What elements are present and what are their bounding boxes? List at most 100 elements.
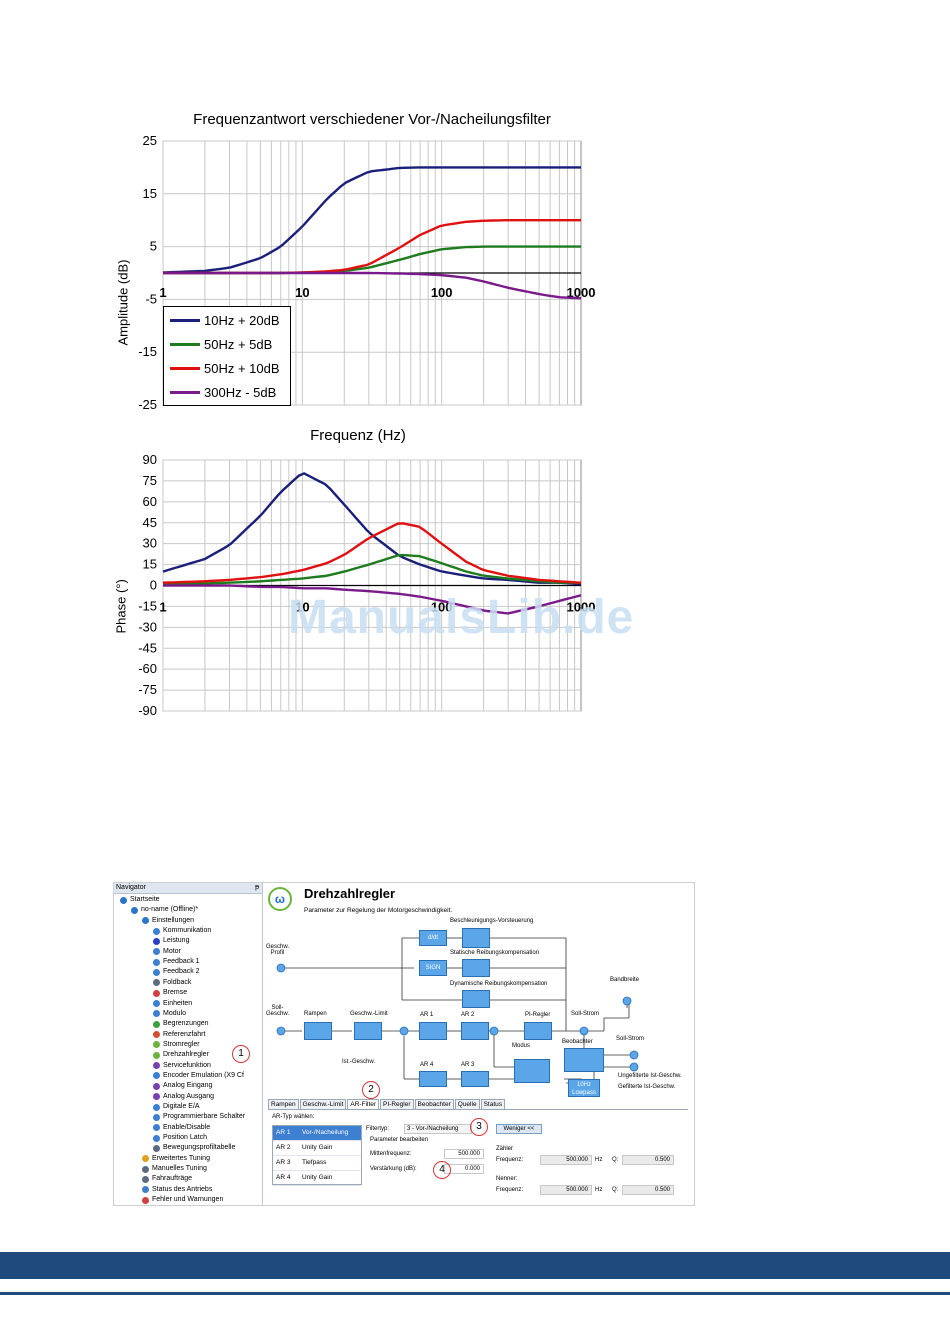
- legend-swatch-2: [170, 342, 200, 346]
- x-tick-label: 100: [431, 285, 453, 300]
- nav-item[interactable]: Fahraufträge: [142, 1174, 192, 1184]
- nav-item[interactable]: no-name (Offline)*: [131, 905, 198, 915]
- callout-3: 3: [470, 1118, 488, 1136]
- tab-limit[interactable]: Geschw.-Limit: [299, 1099, 347, 1109]
- nav-item[interactable]: Encoder Emulation (X9 Cf: [153, 1071, 244, 1081]
- nav-item[interactable]: Leistung: [153, 936, 189, 946]
- series-line: [162, 553, 581, 586]
- block-ddt[interactable]: d/dt: [419, 930, 447, 946]
- nav-item-icon: [153, 1072, 160, 1080]
- block-dynamisch[interactable]: [462, 990, 490, 1008]
- block-pi[interactable]: [524, 1022, 552, 1040]
- tab-ar-filter[interactable]: AR-Filter: [347, 1099, 380, 1109]
- weniger-button[interactable]: Weniger <<: [496, 1124, 542, 1134]
- amplitude-chart-title: Frequenzantwort verschiedener Vor-/Nache…: [193, 111, 551, 128]
- y-tick-label: -45: [138, 640, 157, 655]
- nav-item[interactable]: Startseite: [120, 895, 160, 905]
- block-beschleunigung[interactable]: [462, 928, 490, 948]
- label-soll-strom-top: Soll-Strom: [571, 1011, 600, 1017]
- ar-row[interactable]: AR 1 Vor-/Nacheilung: [273, 1126, 361, 1141]
- nav-item[interactable]: Modulo: [153, 1009, 186, 1019]
- label-rampen: Rampen: [304, 1011, 327, 1017]
- block-ar1[interactable]: [419, 1022, 447, 1040]
- nav-item[interactable]: Fehler und Warnungen: [142, 1195, 223, 1205]
- nav-item-label: Fahraufträge: [152, 1175, 193, 1183]
- nav-item[interactable]: Programmierbare Schalter: [153, 1112, 245, 1122]
- tab-pi-regler[interactable]: PI-Regler: [380, 1099, 414, 1109]
- nav-item[interactable]: Stromregler: [153, 1040, 200, 1050]
- page-subtitle: Parameter zur Regelung der Motorgeschwin…: [304, 907, 453, 914]
- block-ar2[interactable]: [461, 1022, 489, 1040]
- block-statisch[interactable]: [462, 959, 490, 977]
- y-tick-label: 25: [143, 133, 157, 148]
- nav-item-icon: [153, 1041, 160, 1049]
- block-sum[interactable]: [514, 1059, 550, 1083]
- tab-quelle[interactable]: Quelle: [454, 1099, 480, 1109]
- y-tick-label: 15: [143, 557, 157, 572]
- mittenfreq-field[interactable]: 500.000: [444, 1149, 484, 1159]
- nav-item[interactable]: Servicefunktion: [153, 1061, 211, 1071]
- block-ar3[interactable]: [461, 1071, 489, 1087]
- ar-row[interactable]: AR 4 Unity Gain: [273, 1171, 361, 1186]
- watermark: ManualsLib.de: [288, 591, 635, 644]
- nav-item[interactable]: Enable/Disable: [153, 1123, 210, 1133]
- y-tick-label: 90: [143, 452, 157, 467]
- nenner-q-field[interactable]: 0.500: [622, 1185, 674, 1195]
- nav-item[interactable]: Drehzahlregler: [153, 1050, 209, 1060]
- nav-item-label: Motor: [163, 947, 181, 955]
- nav-item[interactable]: Digitale E/A: [153, 1102, 200, 1112]
- zaehler-q-field[interactable]: 0.500: [622, 1155, 674, 1165]
- y-tick-label: 0: [150, 578, 157, 593]
- block-ar4[interactable]: [419, 1071, 447, 1087]
- nav-item[interactable]: Erweitertes Tuning: [142, 1154, 210, 1164]
- nav-item[interactable]: Status des Antriebs: [142, 1185, 212, 1195]
- nav-item[interactable]: Referenzfahrt: [153, 1030, 205, 1040]
- y-tick-label: 30: [143, 536, 157, 551]
- block-lowpass[interactable]: 10Hz Lowpass: [568, 1079, 600, 1097]
- ar-type: Unity Gain: [302, 1174, 333, 1181]
- nav-item[interactable]: Kommunikation: [153, 926, 211, 936]
- ar-row[interactable]: AR 2 Unity Gain: [273, 1141, 361, 1156]
- block-limit[interactable]: [354, 1022, 382, 1040]
- nav-item[interactable]: Position Latch: [153, 1133, 207, 1143]
- label-ar3: AR 3: [461, 1062, 475, 1068]
- nav-item[interactable]: Einstellungen: [142, 916, 194, 926]
- label-beobachter: Beobachter: [562, 1039, 593, 1045]
- nav-item[interactable]: Analog Ausgang: [153, 1092, 214, 1102]
- block-beobachter[interactable]: [564, 1048, 604, 1072]
- nav-item[interactable]: Einheiten: [153, 999, 192, 1009]
- nav-item[interactable]: Foldback: [153, 978, 191, 988]
- nav-item-icon: [153, 1000, 160, 1007]
- main-panel: ω Drehzahlregler Parameter zur Regelung …: [264, 883, 694, 1205]
- footer-line: [0, 1292, 950, 1295]
- nav-item[interactable]: Feedback 2: [153, 967, 200, 977]
- nav-item[interactable]: Feedback 1: [153, 957, 200, 967]
- nav-item[interactable]: Bewegungsprofiltabelle: [153, 1143, 235, 1153]
- nav-item-label: Stromregler: [163, 1040, 200, 1048]
- nav-item[interactable]: Bremse: [153, 988, 187, 998]
- nav-item[interactable]: Analog Eingang: [153, 1081, 212, 1091]
- nav-item-icon: [153, 1051, 160, 1059]
- page-title: Drehzahlregler: [304, 886, 396, 901]
- pin-icon[interactable]: ᵽ: [255, 884, 259, 891]
- nav-item[interactable]: Begrenzungen: [153, 1019, 209, 1029]
- nav-item-icon: [153, 1144, 160, 1152]
- legend-entry-2: 50Hz + 5dB: [170, 333, 272, 355]
- nav-item[interactable]: Manuelles Tuning: [142, 1164, 207, 1174]
- nenner-freq-field[interactable]: 500.000: [540, 1185, 592, 1195]
- nav-item-label: Position Latch: [163, 1134, 207, 1142]
- tab-rampen[interactable]: Rampen: [268, 1099, 299, 1109]
- series-line: [162, 472, 582, 586]
- tab-status[interactable]: Status: [480, 1099, 505, 1109]
- block-rampen[interactable]: [304, 1022, 332, 1040]
- tab-beobachter[interactable]: Beobachter: [414, 1099, 454, 1109]
- nav-item-label: Einheiten: [163, 999, 193, 1007]
- filtertyp-select[interactable]: 3 - Vor-/Nacheilung: [404, 1124, 472, 1134]
- zaehler-freq-field[interactable]: 500.000: [540, 1155, 592, 1165]
- nav-item-icon: [142, 1165, 149, 1173]
- legend-swatch-4: [170, 390, 200, 394]
- block-sign[interactable]: SIGN: [419, 960, 447, 976]
- nav-item[interactable]: Motor: [153, 947, 181, 957]
- label-ungefiltert: Ungefilterte Ist-Geschw.: [618, 1073, 682, 1079]
- ar-row[interactable]: AR 3 Tiefpass: [273, 1156, 361, 1171]
